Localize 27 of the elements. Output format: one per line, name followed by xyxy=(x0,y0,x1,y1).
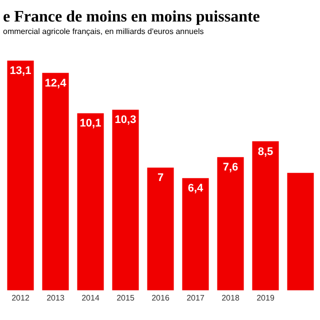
bar xyxy=(147,168,174,290)
x-tick-label: 2017 xyxy=(186,293,205,302)
bar xyxy=(287,172,314,290)
bar xyxy=(42,72,69,290)
bar xyxy=(217,157,244,290)
x-tick-label: 2014 xyxy=(82,293,100,302)
data-label: 8,5 xyxy=(258,146,274,158)
chart-title: e France de moins en moins puissante xyxy=(3,8,260,26)
x-tick-label: 2012 xyxy=(12,293,30,302)
data-label: 7 xyxy=(157,172,164,184)
x-tick-label: 2016 xyxy=(152,293,170,302)
bar xyxy=(112,110,139,290)
data-label: 12,4 xyxy=(44,77,68,90)
bar xyxy=(252,141,279,290)
x-tick-label: 2013 xyxy=(46,293,65,302)
bar xyxy=(77,113,104,290)
x-tick-label: 2018 xyxy=(222,293,240,302)
x-tick-label: 2019 xyxy=(256,293,275,302)
x-tick-label: 2015 xyxy=(116,293,135,302)
chart-subtitle: ommercial agricole français, en milliards d'euros annuels xyxy=(3,27,204,36)
data-label: 13,1 xyxy=(10,65,32,78)
data-label: 7,6 xyxy=(222,162,238,174)
data-label: 6,4 xyxy=(188,182,204,195)
bar xyxy=(182,178,209,290)
data-label: 10,1 xyxy=(80,118,102,130)
bar xyxy=(7,60,34,290)
data-label: 10,3 xyxy=(114,114,136,126)
